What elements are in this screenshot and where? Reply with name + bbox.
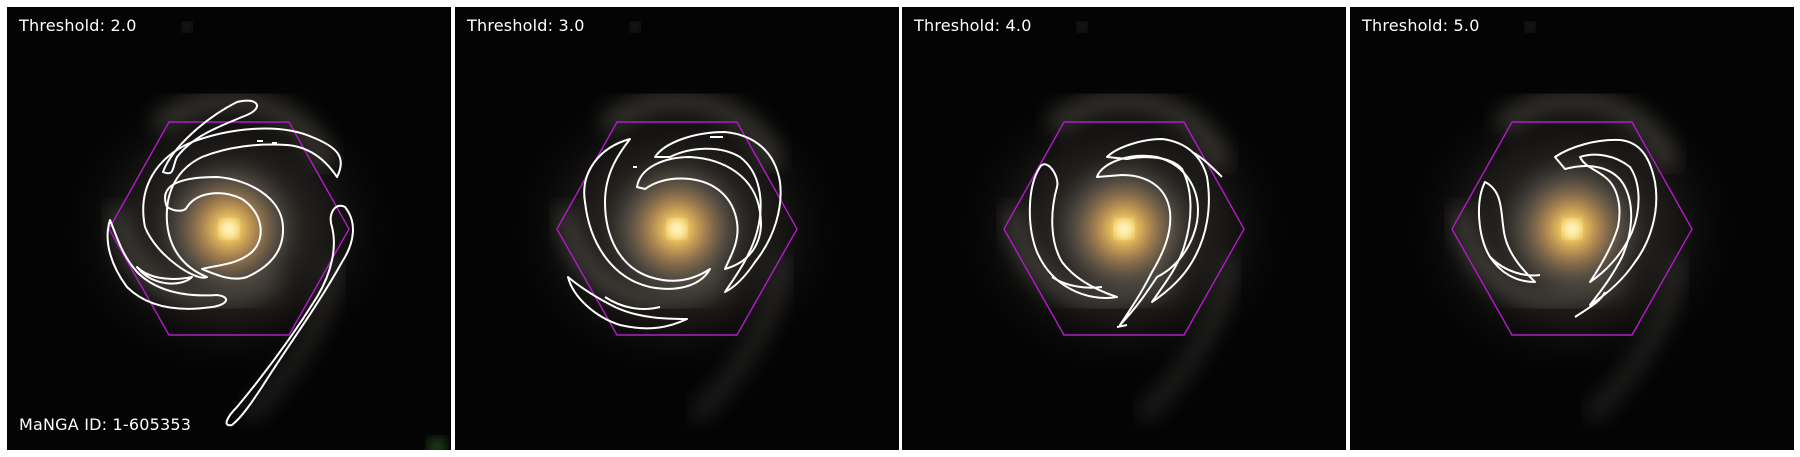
threshold-label: Threshold: 3.0 <box>467 16 585 35</box>
galaxy-image <box>902 7 1346 450</box>
galaxy-image <box>1350 7 1794 450</box>
threshold-label: Threshold: 5.0 <box>1362 16 1480 35</box>
spiral-contours <box>106 99 354 427</box>
ifu-hexagon <box>556 121 798 336</box>
threshold-label: Threshold: 4.0 <box>914 16 1032 35</box>
contour-overlay <box>556 121 798 336</box>
galaxy-panel-threshold-4: Threshold: 4.0 <box>902 7 1346 450</box>
threshold-label: Threshold: 2.0 <box>19 16 137 35</box>
ifu-hexagon <box>1003 121 1245 336</box>
galaxy-image <box>455 7 899 450</box>
contour-overlay <box>1451 121 1693 336</box>
ifu-hexagon <box>1451 121 1693 336</box>
contour-overlay <box>106 99 354 427</box>
spiral-contours <box>1478 138 1658 318</box>
galaxy-panel-threshold-5: Threshold: 5.0 <box>1350 7 1794 450</box>
contour-overlay <box>1003 121 1245 336</box>
manga-id-label: MaNGA ID: 1-605353 <box>19 415 192 434</box>
galaxy-panel-threshold-3: Threshold: 3.0 <box>455 7 899 450</box>
galaxy-panel-threshold-2: Threshold: 2.0 MaNGA ID: 1-605353 <box>7 7 451 450</box>
spiral-contours <box>1028 138 1223 328</box>
spiral-contours <box>567 131 782 330</box>
